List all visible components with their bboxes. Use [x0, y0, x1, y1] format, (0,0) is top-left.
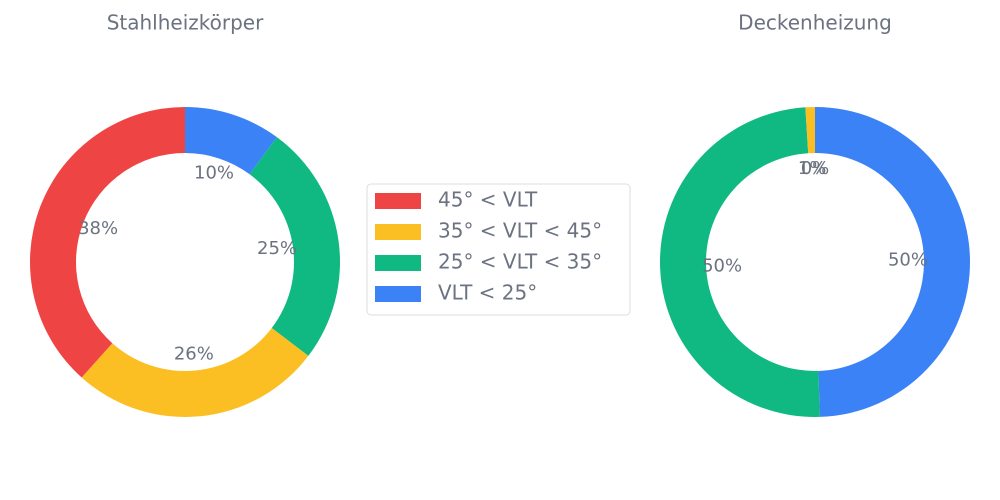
data-label: 25% [257, 238, 297, 259]
data-label: 1% [798, 158, 827, 179]
data-label: 26% [174, 344, 214, 365]
legend-swatch [375, 255, 421, 271]
legend-swatch [375, 286, 421, 302]
data-label: 10% [194, 163, 234, 184]
legend-box [366, 183, 631, 316]
donut-segment [815, 107, 971, 417]
donut-segment [659, 107, 820, 417]
legend-label: 45° < VLT [438, 188, 538, 212]
donut-segment [249, 137, 340, 356]
data-label: 38% [78, 218, 118, 239]
chart-title: Deckenheizung [738, 11, 892, 35]
data-label: 0% [801, 158, 830, 179]
legend-label: 25° < VLT < 35° [438, 250, 602, 274]
donut-segment [185, 107, 277, 175]
data-label: 50% [702, 255, 742, 276]
legend-label: 35° < VLT < 45° [438, 219, 602, 243]
legend-swatch [375, 193, 421, 209]
data-label: 50% [888, 250, 928, 271]
donut-segment [81, 328, 309, 417]
donut-segment [805, 107, 815, 154]
donut-segment [30, 107, 186, 378]
legend-swatch [375, 224, 421, 240]
legend-label: VLT < 25° [438, 281, 537, 305]
chart-title: Stahlheizkörper [107, 11, 264, 35]
